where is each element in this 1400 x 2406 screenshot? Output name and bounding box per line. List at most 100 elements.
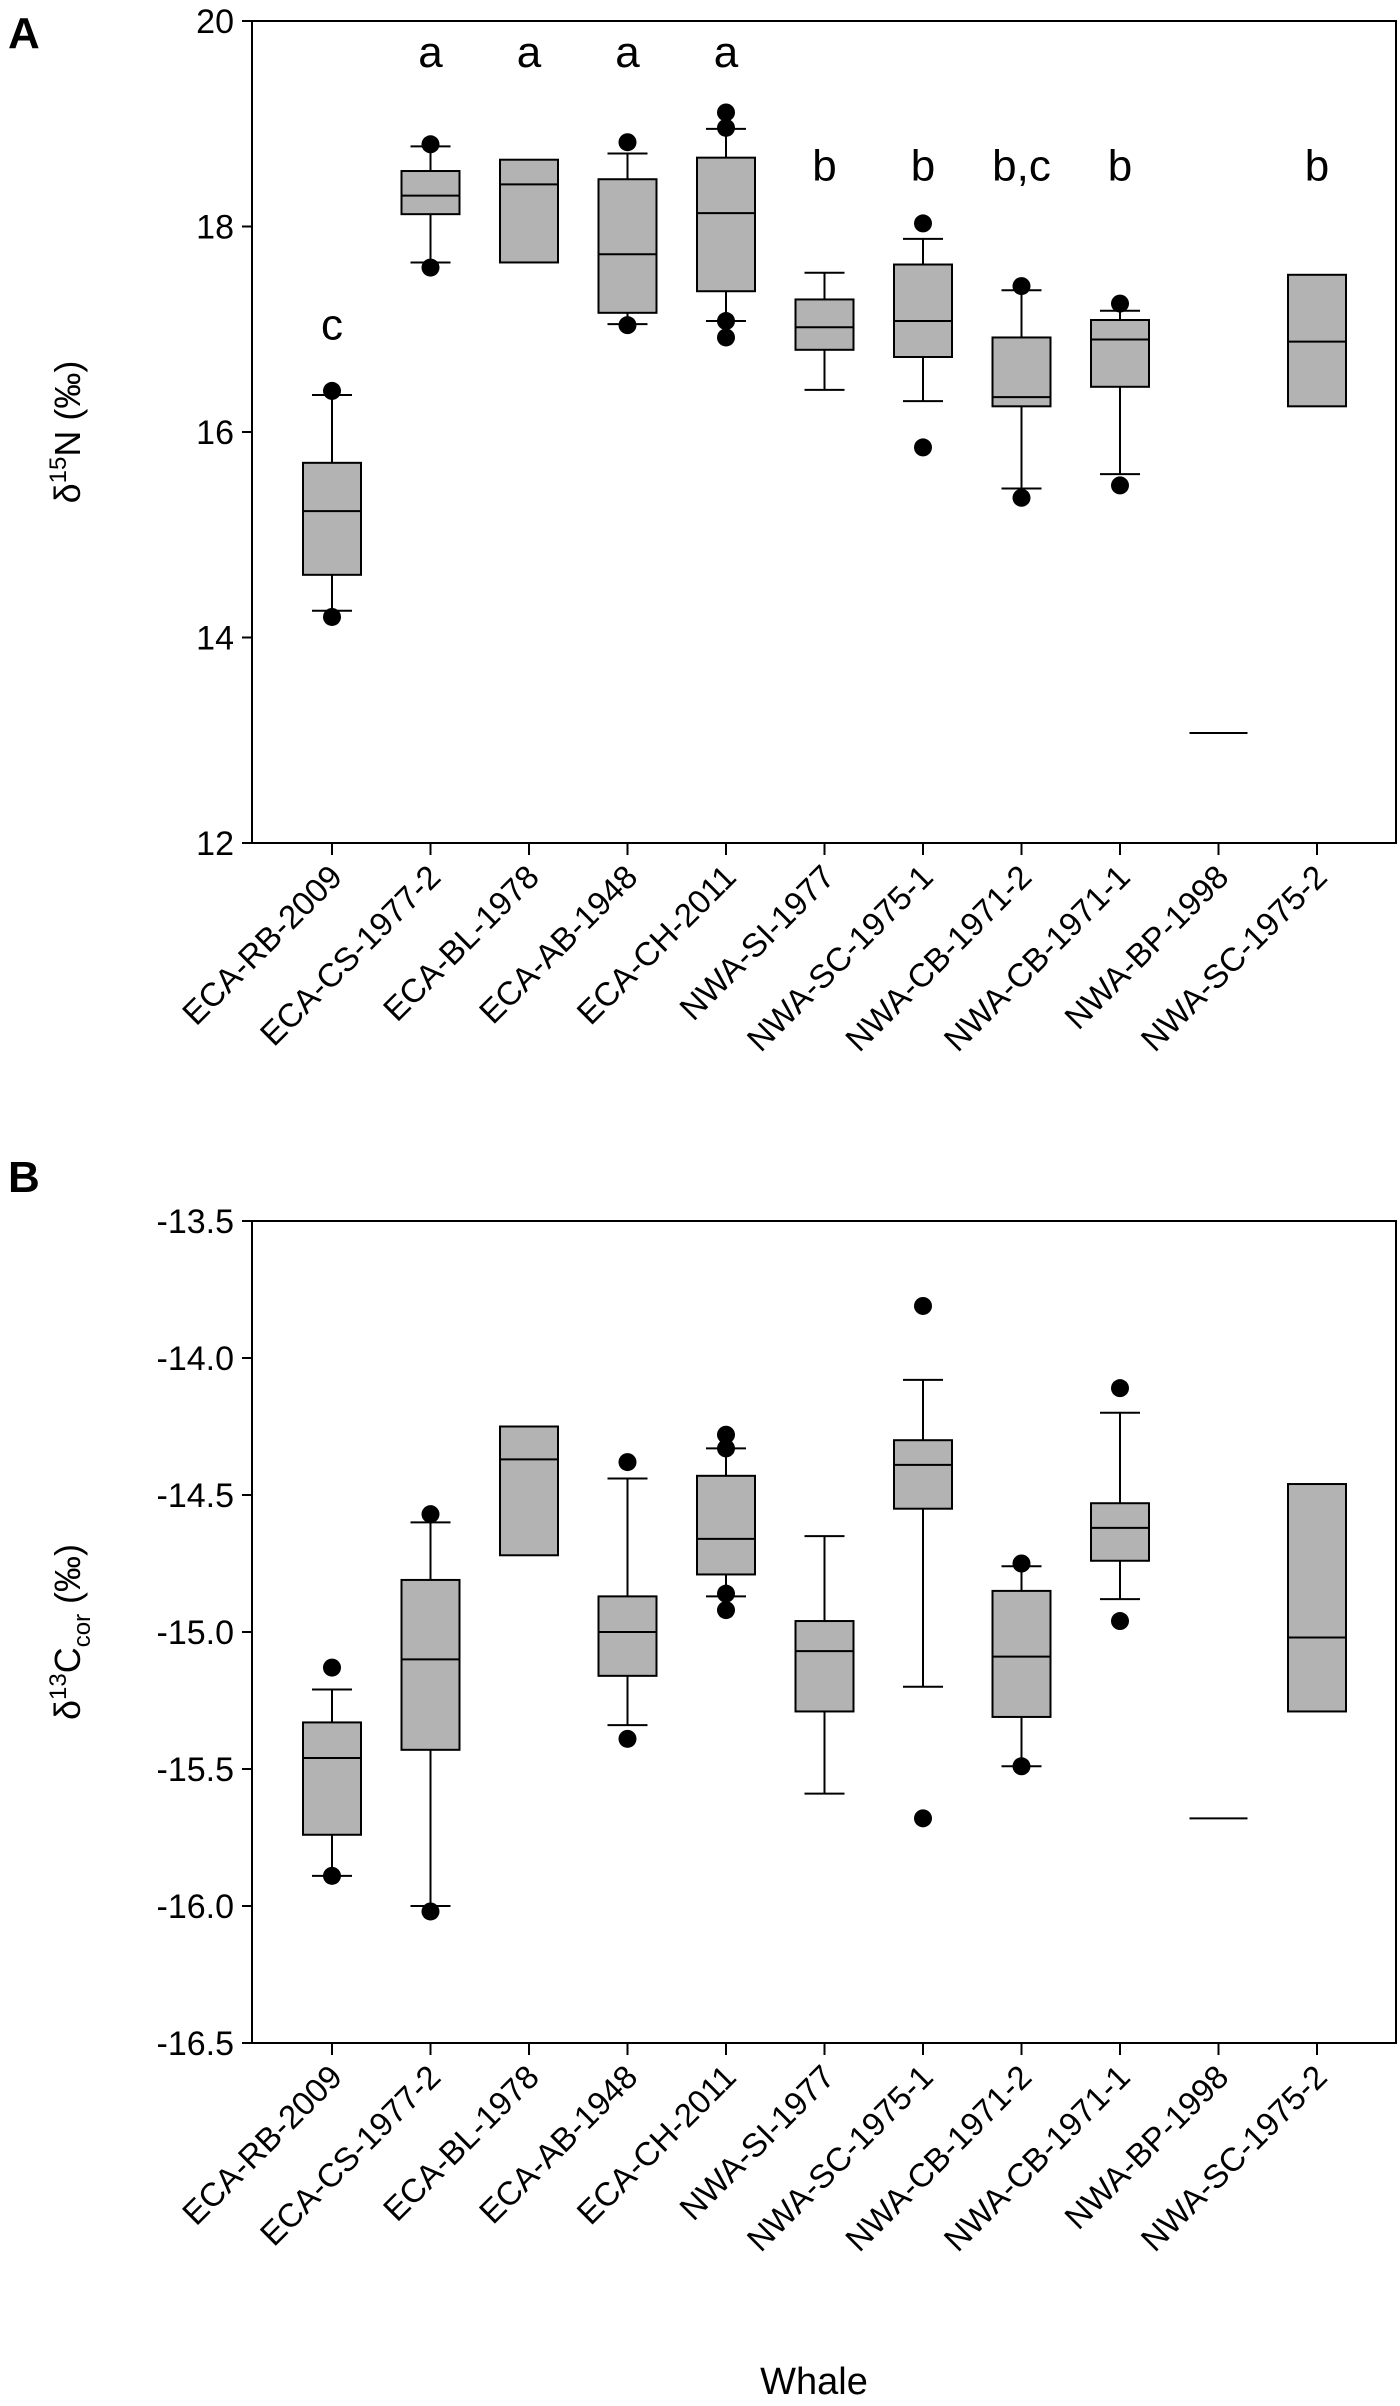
panel-label: A [8, 9, 40, 58]
outlier-point [717, 118, 735, 137]
x-tick-label: NWA-CB-1971-2 [838, 858, 1038, 1058]
outlier-point [618, 1729, 637, 1748]
outlier-point [1012, 1757, 1031, 1776]
outlier-point [1012, 1554, 1031, 1573]
y-tick-label: 16 [196, 414, 234, 452]
y-tick-label: 12 [196, 825, 234, 863]
box-iqr [991, 336, 1052, 408]
y-tick-label: -15.0 [157, 1614, 235, 1652]
box-iqr [597, 178, 658, 314]
box-iqr [794, 298, 855, 351]
panel-label: B [8, 1153, 40, 1202]
box-iqr [302, 461, 362, 576]
box-iqr [991, 1589, 1052, 1718]
box-nwa-si-1977 [794, 1535, 855, 1795]
outlier-point [717, 1601, 735, 1620]
box-iqr [794, 1620, 855, 1713]
y-title-sup: 15 [45, 457, 72, 484]
box-eca-ab-1948: a [597, 28, 658, 335]
outlier-point [914, 438, 932, 457]
box-iqr [597, 1595, 658, 1677]
group-letter: a [615, 28, 640, 77]
y-title-prefix: δ [47, 483, 88, 503]
x-tick-label: ECA-CS-1977-2 [253, 858, 448, 1053]
x-tick-label: NWA-SC-1975-1 [740, 858, 940, 1058]
outlier-point [618, 316, 637, 335]
box-iqr [499, 1425, 559, 1557]
box-iqr [696, 1474, 756, 1576]
outlier-point [914, 1809, 932, 1828]
y-tick-label: -14.5 [157, 1477, 235, 1515]
x-tick-label: NWA-CB-1971-2 [838, 2058, 1038, 2258]
box-eca-rb-2009 [302, 1658, 362, 1885]
box-iqr [499, 158, 559, 264]
outlier-point [717, 312, 735, 331]
outlier-point [1111, 294, 1129, 313]
box-nwa-sc-1975-2: b [1287, 141, 1347, 408]
y-axis-title: δ15N (‰) [45, 361, 88, 504]
box-iqr [1090, 1502, 1150, 1562]
outlier-point [421, 1505, 440, 1524]
outlier-point [323, 1658, 341, 1677]
box-iqr [893, 263, 953, 358]
box-iqr [1287, 273, 1347, 408]
box-iqr [1287, 1483, 1347, 1713]
y-title-unit: (‰) [47, 1544, 88, 1614]
box-eca-cs-1977-2 [400, 1505, 461, 1921]
y-tick-label: -16.0 [157, 1888, 235, 1926]
y-title-sup: 13 [45, 1673, 72, 1700]
panel-b: B -16.5 -16.0 -15.5 -15.0 -14.5 -14.0 -13.5 δ13C… [8, 1153, 1397, 2403]
outlier-point [914, 214, 932, 233]
box-iqr [400, 1578, 461, 1751]
box-eca-cs-1977-2: a [400, 28, 461, 277]
box-eca-ab-1948 [597, 1453, 658, 1748]
outlier-point [1012, 488, 1031, 507]
group-letter: a [517, 28, 542, 77]
outlier-point [717, 1584, 735, 1603]
x-axis-title: Whale [760, 2361, 868, 2403]
box-nwa-sc-1975-1: b [893, 141, 953, 457]
outlier-point [323, 607, 341, 626]
outlier-point [421, 1902, 440, 1921]
box-iqr [1090, 319, 1150, 388]
box-nwa-sc-1975-1 [893, 1296, 953, 1828]
outlier-point [618, 133, 637, 152]
group-letter: b [1305, 141, 1329, 190]
y-tick-label: -15.5 [157, 1751, 235, 1789]
box-iqr [696, 156, 756, 293]
box-nwa-cb-1971-2: b,c [991, 141, 1052, 507]
y-tick-label: -16.5 [157, 2025, 235, 2063]
x-tick-label: NWA-CB-1971-1 [937, 2058, 1137, 2258]
outlier-point [618, 1453, 637, 1472]
group-letter: c [321, 301, 343, 350]
y-title-prefix: δ [47, 1700, 88, 1720]
box-nwa-sc-1975-2 [1287, 1483, 1347, 1713]
box-eca-bl-1978 [499, 1425, 559, 1557]
box-nwa-cb-1971-1 [1090, 1379, 1150, 1631]
y-axis-title: δ13Ccor (‰) [45, 1544, 96, 1720]
outlier-point [914, 1296, 932, 1315]
outlier-point [1111, 1379, 1129, 1398]
group-letter: b [812, 141, 836, 190]
y-tick-label: -13.5 [157, 1203, 235, 1241]
group-letter: a [418, 28, 443, 77]
y-tick-label: 14 [196, 620, 234, 658]
outlier-point [1012, 277, 1031, 296]
y-title-unit: (‰) [47, 361, 88, 431]
box-eca-rb-2009: c [302, 301, 362, 626]
y-title-main: C [47, 1647, 88, 1673]
box-iqr [893, 1439, 953, 1510]
outlier-point [323, 381, 341, 400]
group-letter: b [911, 141, 935, 190]
y-title-main: N [47, 431, 88, 457]
outlier-point [1111, 1612, 1129, 1631]
x-tick-label: NWA-SC-1975-2 [1134, 2058, 1334, 2258]
outlier-point [717, 328, 735, 347]
outlier-point [421, 135, 440, 154]
box-eca-ch-2011 [696, 1425, 756, 1620]
box-eca-ch-2011: a [696, 28, 756, 347]
group-letter: b,c [992, 141, 1051, 190]
outlier-point [717, 1425, 735, 1444]
